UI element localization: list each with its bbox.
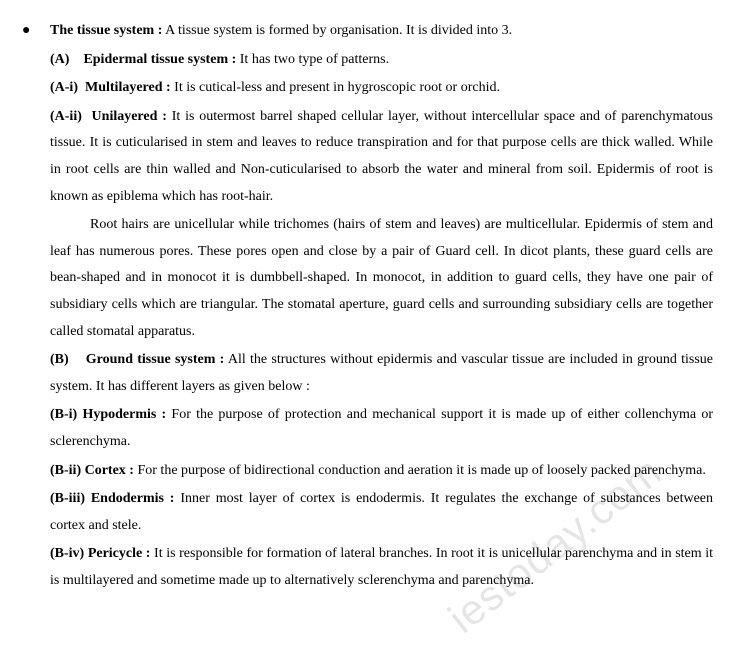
section-Biii: (B-iii) Endodermis : Inner most layer of… xyxy=(50,486,713,539)
A-label: (A) xyxy=(50,52,69,67)
Aii-label: (A-ii) xyxy=(50,109,82,124)
section-Bii: (B-ii) Cortex : For the purpose of bidir… xyxy=(50,458,713,485)
A-title: Epidermal tissue system : xyxy=(83,52,236,67)
Bii-text: For the purpose of bidirectional conduct… xyxy=(134,463,706,478)
Biv-label: (B-iv) xyxy=(50,546,84,561)
Bii-label: (B-ii) xyxy=(50,463,81,478)
B-label: (B) xyxy=(50,352,69,367)
intro-para: The tissue system : A tissue system is f… xyxy=(50,18,713,45)
A-text: It has two type of patterns. xyxy=(236,52,389,67)
section-Ai: (A-i) Multilayered : It is cutical-less … xyxy=(50,75,713,102)
intro-text: A tissue system is formed by organisatio… xyxy=(162,23,512,38)
main-bullet-row: ● The tissue system : A tissue system is… xyxy=(22,18,713,596)
Bi-label: (B-i) xyxy=(50,407,77,422)
section-A: (A) Epidermal tissue system : It has two… xyxy=(50,47,713,74)
Biv-title: Pericycle : xyxy=(88,546,151,561)
section-Aii: (A-ii) Unilayered : It is outermost barr… xyxy=(50,104,713,210)
section-Biv: (B-iv) Pericycle : It is responsible for… xyxy=(50,541,713,594)
Aii-title: Unilayered : xyxy=(92,109,167,124)
B-title: Ground tissue system : xyxy=(86,352,225,367)
Bii-title: Cortex : xyxy=(85,463,134,478)
intro-label: The tissue system : xyxy=(50,23,162,38)
Biii-title: Endodermis : xyxy=(91,491,175,506)
bullet-icon: ● xyxy=(22,18,50,45)
Ai-text: It is cutical-less and present in hygros… xyxy=(171,80,500,95)
content-block: The tissue system : A tissue system is f… xyxy=(50,18,713,596)
Ai-title: Multilayered : xyxy=(85,80,171,95)
Aii-p2-text: Root hairs are unicellular while trichom… xyxy=(50,217,713,338)
section-B: (B) Ground tissue system : All the struc… xyxy=(50,347,713,400)
Biii-label: (B-iii) xyxy=(50,491,85,506)
section-Bi: (B-i) Hypodermis : For the purpose of pr… xyxy=(50,402,713,455)
Bi-title: Hypodermis : xyxy=(82,407,166,422)
section-Aii-p2: Root hairs are unicellular while trichom… xyxy=(50,212,713,345)
Ai-label: (A-i) xyxy=(50,80,78,95)
